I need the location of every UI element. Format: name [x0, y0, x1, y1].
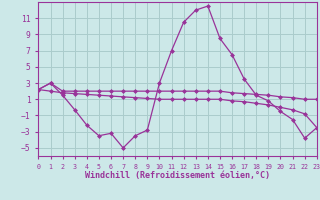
X-axis label: Windchill (Refroidissement éolien,°C): Windchill (Refroidissement éolien,°C)	[85, 171, 270, 180]
